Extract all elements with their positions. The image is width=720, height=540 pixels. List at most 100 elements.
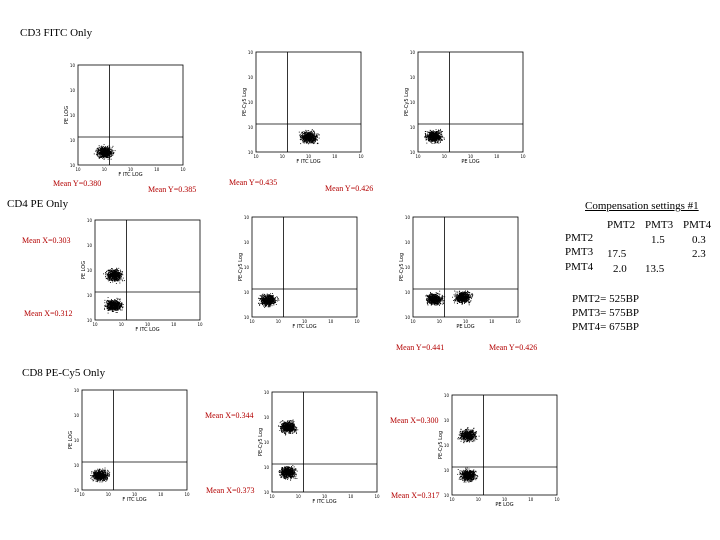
event-dot <box>438 135 440 137</box>
y-tick-label: 10 <box>87 318 93 323</box>
event-dot <box>425 136 427 138</box>
event-dot <box>106 147 108 149</box>
event-dot <box>107 307 109 309</box>
event-dot <box>265 294 267 296</box>
event-dot <box>429 137 431 139</box>
event-dot <box>106 154 108 156</box>
event-dot <box>102 155 104 157</box>
event-dot <box>109 307 111 309</box>
event-dot <box>435 135 436 137</box>
event-dot <box>428 301 430 303</box>
event-dot <box>270 295 271 297</box>
event-dot <box>101 156 103 158</box>
event-dot <box>428 299 430 301</box>
event-dot <box>433 134 435 136</box>
event-dot <box>431 139 433 140</box>
event-dot <box>111 150 113 152</box>
event-dot <box>311 130 312 132</box>
event-dot <box>266 301 268 303</box>
event-dot <box>309 140 311 142</box>
event-dot <box>310 133 312 135</box>
event-dot <box>274 300 276 302</box>
event-dot <box>112 152 114 154</box>
event-dot <box>107 148 109 150</box>
event-dot <box>105 272 107 274</box>
event-dot <box>113 304 115 306</box>
event-dot <box>107 306 109 307</box>
event-dot <box>100 150 102 152</box>
event-dot <box>431 135 433 137</box>
event-dot <box>431 131 433 133</box>
event-dot <box>104 146 106 148</box>
event-dot <box>430 141 432 143</box>
event-dot <box>469 296 471 298</box>
event-dot <box>428 135 429 137</box>
y-tick-label: 10 <box>405 240 411 245</box>
event-dot <box>98 150 100 151</box>
event-dot <box>268 304 270 306</box>
event-dot <box>104 150 106 152</box>
event-dot <box>275 304 277 305</box>
event-dot <box>458 291 460 293</box>
event-dot <box>107 297 109 299</box>
event-dot <box>440 128 441 130</box>
event-dot <box>118 306 120 308</box>
event-dot <box>434 297 435 299</box>
event-dot <box>95 153 97 155</box>
event-dot <box>441 298 443 300</box>
event-dot <box>434 138 436 140</box>
event-dot <box>314 131 316 133</box>
event-dot <box>267 300 268 302</box>
event-dot <box>118 275 119 277</box>
event-dot <box>433 138 435 140</box>
event-dot <box>308 133 310 135</box>
event-dot <box>110 269 112 271</box>
event-dot <box>304 137 305 139</box>
event-dot <box>440 131 442 132</box>
event-dot <box>115 275 117 277</box>
x-tick-label: 10 <box>171 322 177 327</box>
event-dot <box>104 149 106 151</box>
event-dot <box>469 292 471 293</box>
event-dot <box>444 296 446 298</box>
event-dot <box>103 154 105 156</box>
event-dot <box>262 304 263 306</box>
event-dot <box>425 134 427 136</box>
event-dot <box>268 295 270 297</box>
event-dot <box>118 273 120 275</box>
event-dot <box>430 296 431 298</box>
event-dot <box>316 134 318 136</box>
event-dot <box>103 156 105 158</box>
event-dot <box>113 305 115 307</box>
event-dot <box>112 277 114 279</box>
event-dot <box>265 305 266 306</box>
event-dot <box>427 303 428 305</box>
event-dot <box>431 136 432 138</box>
event-dot <box>99 150 101 152</box>
event-dot <box>117 275 118 277</box>
event-dot <box>310 138 312 140</box>
event-dot <box>106 151 107 153</box>
event-dot <box>112 307 114 309</box>
event-dot <box>437 139 439 141</box>
event-dot <box>259 300 261 301</box>
event-dot <box>274 301 276 303</box>
event-dot <box>305 137 307 139</box>
y-axis-label: PE-Cy5 Log <box>238 253 244 281</box>
event-dot <box>117 274 119 276</box>
event-dot <box>262 296 264 298</box>
event-dot <box>111 269 113 271</box>
event-dot <box>305 129 307 131</box>
x-axis-label: F ITC LOG <box>296 159 320 165</box>
event-dot <box>111 272 113 274</box>
event-dot <box>114 300 116 302</box>
event-dot <box>101 152 103 154</box>
event-dot <box>118 267 120 269</box>
y-tick-label: 10 <box>410 150 416 155</box>
x-tick-label: 10 <box>358 154 364 159</box>
event-dot <box>437 136 439 138</box>
event-dot <box>425 295 427 297</box>
y-tick-label: 10 <box>405 290 411 295</box>
event-dot <box>432 135 434 137</box>
y-tick-label: 10 <box>244 265 250 270</box>
